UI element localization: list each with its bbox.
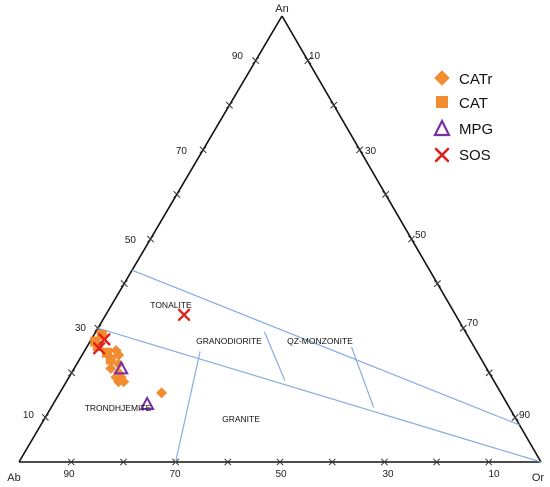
tick-mark-left-10 <box>41 413 49 421</box>
vertex-label-an: An <box>275 3 288 15</box>
tick-mark-base-90 <box>67 458 75 466</box>
legend-marker-catr <box>434 70 450 86</box>
tick-mark-base-30 <box>380 458 388 466</box>
tick-mark-right-20 <box>330 101 338 109</box>
tick-mark-right-10 <box>304 57 312 65</box>
tick-label-left-10: 10 <box>23 410 35 421</box>
tick-mark-right-50 <box>407 235 416 243</box>
boundary-line-5 <box>350 346 375 408</box>
tick-label-base-90: 90 <box>63 469 75 480</box>
vertex-label-or: Or <box>532 472 545 484</box>
point-catr-10 <box>156 387 168 399</box>
point-catr-2 <box>113 349 125 361</box>
tick-label-left-50: 50 <box>125 235 137 246</box>
legend-marker-sos <box>434 147 450 163</box>
point-cat-5 <box>105 354 116 365</box>
field-label-trondhjemite: TRONDHJEMITE <box>85 403 152 413</box>
point-sos-3 <box>92 342 106 355</box>
point-catr-4 <box>105 362 117 374</box>
tick-mark-left-90 <box>252 57 260 65</box>
field-boundaries <box>97 269 542 463</box>
tick-label-left-90: 90 <box>232 51 244 62</box>
tick-mark-right-30 <box>356 146 364 154</box>
field-label-tonalite: TONALITE <box>150 300 192 310</box>
point-cat-1 <box>96 329 107 340</box>
legend: CATr CAT MPG SOS <box>433 70 493 164</box>
tick-label-base-50: 50 <box>275 469 287 480</box>
tick-mark-base-10 <box>485 458 493 466</box>
point-mpg-2 <box>113 360 129 375</box>
tick-mark-right-70 <box>459 324 467 332</box>
tick-label-right-70: 70 <box>467 318 479 329</box>
tick-mark-base-50 <box>276 458 284 466</box>
tick-marks <box>41 57 519 466</box>
tick-mark-left-20 <box>68 369 76 377</box>
tick-label-base-10: 10 <box>488 469 500 480</box>
tick-label-left-30: 30 <box>75 323 87 334</box>
tick-mark-base-40 <box>328 458 336 466</box>
legend-label-mpg: MPG <box>459 121 493 138</box>
tick-label-right-90: 90 <box>519 410 531 421</box>
field-label-granite: GRANITE <box>222 414 260 424</box>
tick-mark-right-40 <box>382 190 390 198</box>
tick-mark-base-80 <box>119 458 127 466</box>
tick-mark-right-90 <box>511 413 519 421</box>
point-mpg-1 <box>139 395 155 411</box>
tick-mark-right-60 <box>433 280 441 288</box>
tick-mark-left-80 <box>225 101 233 109</box>
boundary-line-3 <box>175 351 201 463</box>
legend-label-catr: CATr <box>459 71 492 88</box>
point-cat-4 <box>101 347 112 358</box>
vertex-label-ab: Ab <box>7 472 20 484</box>
point-sos-2 <box>98 333 111 346</box>
tick-mark-left-40 <box>120 280 128 288</box>
tick-mark-base-60 <box>224 458 232 466</box>
field-label-granodiorite: GRANODIORITE <box>196 336 262 346</box>
tick-label-right-30: 30 <box>365 146 377 157</box>
point-sos-1 <box>177 308 191 322</box>
field-label-qz-monzonite: QZ-MONZONITE <box>287 336 353 346</box>
legend-marker-cat <box>436 96 448 108</box>
legend-label-sos: SOS <box>459 147 491 164</box>
tick-mark-left-70 <box>199 146 207 154</box>
boundary-line-2 <box>131 269 520 426</box>
tick-label-base-70: 70 <box>169 469 181 480</box>
legend-label-cat: CAT <box>459 95 488 112</box>
tick-mark-right-80 <box>485 369 493 377</box>
tick-label-right-50: 50 <box>415 230 427 241</box>
boundary-line-4 <box>263 331 286 381</box>
tick-label-left-70: 70 <box>176 146 188 157</box>
data-points <box>90 308 191 411</box>
point-catr-9 <box>118 376 130 388</box>
tick-mark-left-50 <box>146 235 155 243</box>
tick-mark-base-20 <box>433 458 441 466</box>
boundary-line-1 <box>97 327 542 463</box>
legend-marker-mpg <box>433 118 451 137</box>
tick-label-right-10: 10 <box>309 51 321 62</box>
tick-label-base-30: 30 <box>382 469 394 480</box>
tick-mark-left-60 <box>173 190 181 198</box>
